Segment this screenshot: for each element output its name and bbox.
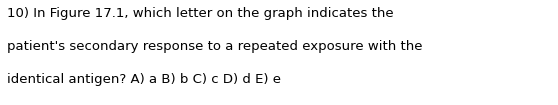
Text: identical antigen? A) a B) b C) c D) d E) e: identical antigen? A) a B) b C) c D) d E… xyxy=(7,74,281,87)
Text: 10) In Figure 17.1, which letter on the graph indicates the: 10) In Figure 17.1, which letter on the … xyxy=(7,7,394,20)
Text: patient's secondary response to a repeated exposure with the: patient's secondary response to a repeat… xyxy=(7,40,423,53)
